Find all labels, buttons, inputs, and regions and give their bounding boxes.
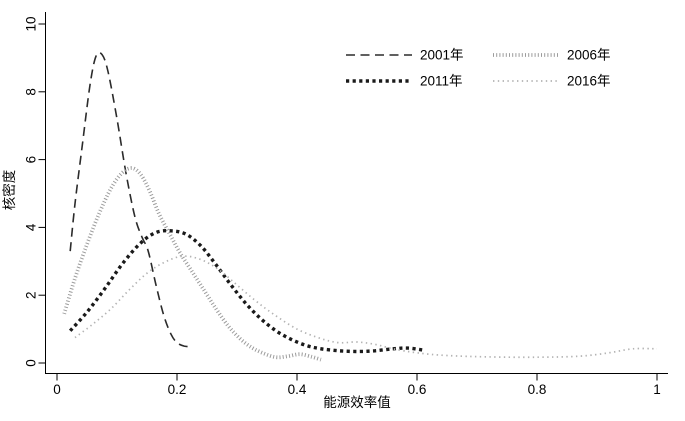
y-tick-label: 8 — [24, 88, 39, 96]
legend-label-2001: 2001年 — [420, 48, 464, 63]
legend-label-2016: 2016年 — [567, 74, 611, 89]
y-axis-title: 核密度 — [1, 170, 17, 211]
series-0-curve — [69, 51, 193, 348]
x-tick-label: 1 — [653, 382, 661, 397]
x-axis-ticks: 0 0.2 0.4 0.6 0.8 1 — [53, 373, 661, 397]
y-tick-label: 4 — [24, 223, 39, 231]
series-1-curve — [62, 166, 322, 362]
y-tick-label: 6 — [24, 156, 39, 164]
legend: 2001年 2006年 2011年 2016年 — [346, 48, 611, 89]
y-axis-ticks: 0 2 4 6 8 10 — [24, 16, 46, 367]
series-2-curve — [68, 228, 424, 354]
x-tick-label: 0.6 — [408, 382, 427, 397]
x-tick-label: 0.4 — [288, 382, 307, 397]
legend-label-2006: 2006年 — [567, 48, 611, 63]
series-3-curve — [74, 255, 658, 359]
x-axis-title: 能源效率值 — [323, 394, 391, 410]
x-tick-label: 0 — [53, 382, 61, 397]
density-curves — [62, 51, 658, 362]
y-tick-label: 10 — [24, 16, 39, 31]
x-tick-label: 0.8 — [528, 382, 547, 397]
legend-label-2011: 2011年 — [420, 74, 463, 89]
y-tick-label: 0 — [24, 359, 39, 367]
x-tick-label: 0.2 — [168, 382, 187, 397]
y-tick-label: 2 — [24, 291, 39, 299]
